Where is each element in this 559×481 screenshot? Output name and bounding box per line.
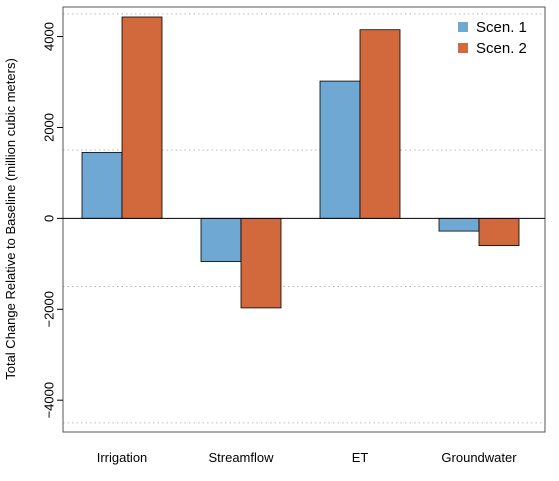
x-tick-label-groundwater: Groundwater	[441, 450, 517, 465]
bars	[81, 16, 520, 309]
legend-swatch-2	[458, 43, 468, 53]
bar-streamflow-series-1	[200, 217, 242, 262]
bar-et-series-2	[359, 29, 401, 219]
legend-swatch-1	[458, 22, 468, 32]
y-tick-label-4: 4000	[42, 22, 57, 51]
y-tick-label-1: −2000	[42, 291, 57, 328]
y-tick-label-3: 2000	[42, 113, 57, 142]
y-axis: −4000 −2000 0 2000 4000	[42, 22, 63, 418]
bar-groundwater-series-2	[478, 217, 520, 247]
y-axis-title: Total Change Relative to Baseline (milli…	[3, 58, 18, 380]
bar-et-series-1	[319, 80, 361, 219]
bar-streamflow-series-2	[240, 217, 282, 309]
y-tick-label-2: 0	[42, 215, 57, 222]
legend: Scen. 1 Scen. 2	[458, 19, 527, 57]
bar-irrigation-series-2	[121, 16, 163, 219]
bar-groundwater-series-1	[438, 217, 480, 232]
legend-label-2: Scen. 2	[476, 40, 527, 57]
x-tick-label-irrigation: Irrigation	[97, 450, 148, 465]
x-tick-label-streamflow: Streamflow	[208, 450, 274, 465]
y-tick-label-0: −4000	[42, 382, 57, 419]
bar-irrigation-series-1	[81, 152, 123, 219]
gridlines	[63, 13, 545, 424]
x-tick-label-et: ET	[352, 450, 369, 465]
legend-label-1: Scen. 1	[476, 19, 527, 36]
plot-frame	[62, 6, 546, 433]
x-axis-labels: Irrigation Streamflow ET Groundwater	[97, 450, 518, 465]
